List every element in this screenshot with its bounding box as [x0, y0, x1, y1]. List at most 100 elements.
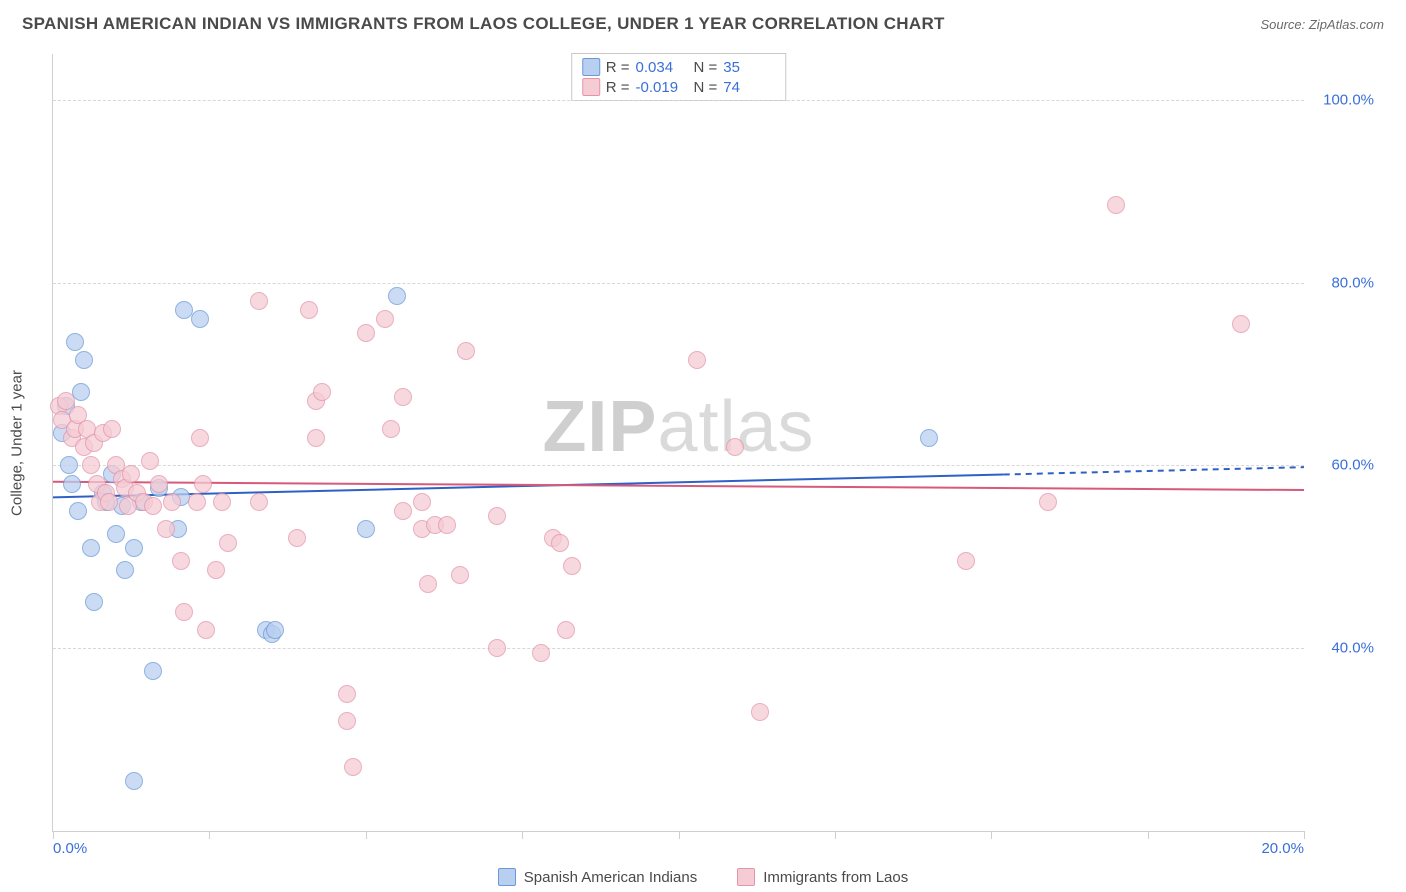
source-label: Source: ZipAtlas.com [1260, 17, 1384, 32]
stat-label-n: N = [694, 59, 718, 76]
scatter-point [394, 502, 412, 520]
swatch-blue-icon [498, 868, 516, 886]
xtick [366, 831, 367, 839]
gridline-h [53, 648, 1304, 649]
scatter-point [157, 520, 175, 538]
xtick-label: 20.0% [1261, 840, 1304, 857]
scatter-point [357, 324, 375, 342]
scatter-point [194, 475, 212, 493]
stats-row-1: R = 0.034 N = 35 [582, 58, 776, 76]
xtick [991, 831, 992, 839]
swatch-pink-icon [737, 868, 755, 886]
stat-r-2: -0.019 [636, 79, 688, 96]
scatter-point [125, 539, 143, 557]
scatter-point [344, 758, 362, 776]
scatter-point [266, 621, 284, 639]
xtick [835, 831, 836, 839]
watermark: ZIPatlas [542, 386, 814, 468]
plot-area: College, Under 1 year ZIPatlas R = 0.034… [52, 54, 1304, 832]
scatter-point [72, 383, 90, 401]
ytick-label: 40.0% [1331, 640, 1374, 657]
stat-label-r: R = [606, 59, 630, 76]
legend-item-2: Immigrants from Laos [737, 868, 908, 886]
scatter-point [551, 534, 569, 552]
scatter-point [451, 566, 469, 584]
scatter-point [82, 539, 100, 557]
stats-box: R = 0.034 N = 35 R = -0.019 N = 74 [571, 53, 787, 101]
scatter-point [175, 603, 193, 621]
xtick [209, 831, 210, 839]
scatter-point [122, 465, 140, 483]
xtick [1148, 831, 1149, 839]
scatter-point [163, 493, 181, 511]
scatter-point [688, 351, 706, 369]
stat-n-1: 35 [723, 59, 775, 76]
scatter-point [144, 497, 162, 515]
ytick-label: 80.0% [1331, 274, 1374, 291]
scatter-point [288, 529, 306, 547]
scatter-point [957, 552, 975, 570]
scatter-point [394, 388, 412, 406]
swatch-blue-icon [582, 58, 600, 76]
xtick-label: 0.0% [53, 840, 87, 857]
scatter-point [85, 593, 103, 611]
scatter-point [197, 621, 215, 639]
scatter-point [726, 438, 744, 456]
scatter-point [250, 493, 268, 511]
scatter-point [69, 502, 87, 520]
scatter-point [125, 772, 143, 790]
scatter-point [438, 516, 456, 534]
stat-r-1: 0.034 [636, 59, 688, 76]
scatter-point [357, 520, 375, 538]
y-axis-label: College, Under 1 year [9, 370, 26, 516]
stat-label-n2: N = [694, 79, 718, 96]
scatter-point [144, 662, 162, 680]
scatter-point [1107, 196, 1125, 214]
xtick [522, 831, 523, 839]
legend-label-2: Immigrants from Laos [763, 869, 908, 886]
scatter-point [457, 342, 475, 360]
scatter-point [219, 534, 237, 552]
scatter-point [920, 429, 938, 447]
scatter-point [300, 301, 318, 319]
legend-label-1: Spanish American Indians [524, 869, 697, 886]
scatter-point [1232, 315, 1250, 333]
xtick [679, 831, 680, 839]
scatter-point [338, 685, 356, 703]
bottom-legend: Spanish American Indians Immigrants from… [0, 868, 1406, 886]
scatter-point [557, 621, 575, 639]
scatter-point [116, 561, 134, 579]
scatter-point [191, 310, 209, 328]
scatter-point [103, 420, 121, 438]
watermark-zip: ZIP [542, 387, 657, 467]
scatter-point [250, 292, 268, 310]
scatter-point [107, 525, 125, 543]
scatter-point [188, 493, 206, 511]
scatter-point [63, 475, 81, 493]
scatter-point [141, 452, 159, 470]
scatter-point [1039, 493, 1057, 511]
gridline-h [53, 283, 1304, 284]
scatter-point [313, 383, 331, 401]
trend-lines [53, 54, 1304, 831]
xtick [1304, 831, 1305, 839]
gridline-h [53, 100, 1304, 101]
ytick-label: 60.0% [1331, 457, 1374, 474]
scatter-point [60, 456, 78, 474]
scatter-point [191, 429, 209, 447]
swatch-pink-icon [582, 78, 600, 96]
scatter-point [376, 310, 394, 328]
scatter-point [75, 351, 93, 369]
stats-row-2: R = -0.019 N = 74 [582, 78, 776, 96]
scatter-point [207, 561, 225, 579]
scatter-point [413, 493, 431, 511]
chart-title: SPANISH AMERICAN INDIAN VS IMMIGRANTS FR… [22, 14, 945, 34]
stat-label-r2: R = [606, 79, 630, 96]
xtick [53, 831, 54, 839]
scatter-point [213, 493, 231, 511]
scatter-point [751, 703, 769, 721]
scatter-point [388, 287, 406, 305]
scatter-point [532, 644, 550, 662]
scatter-point [307, 429, 325, 447]
scatter-point [488, 639, 506, 657]
